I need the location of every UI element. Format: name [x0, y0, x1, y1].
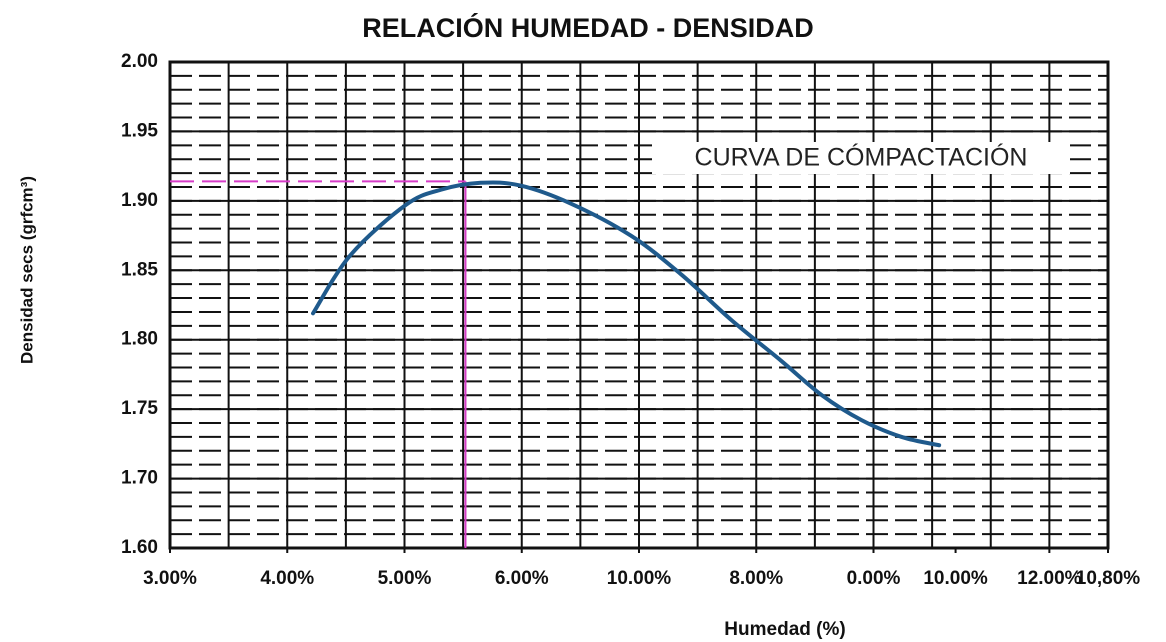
y-tick-label: 1.85 — [121, 259, 158, 280]
x-axis-label: Humedad (%) — [724, 619, 845, 640]
x-tick-label: 0.00% — [847, 568, 901, 589]
x-tick-label: 5.00% — [378, 568, 432, 589]
y-tick-label: 1.70 — [121, 468, 158, 489]
x-tick-label: 10,80% — [1076, 568, 1141, 589]
x-tick-label: 10.00% — [607, 568, 672, 589]
y-tick-label: 1.90 — [121, 190, 158, 211]
y-tick-label: 1.80 — [121, 329, 158, 350]
x-tick-label: 10.00% — [923, 568, 988, 589]
x-tick-label: 3.00% — [143, 568, 197, 589]
x-tick-label: 6.00% — [495, 568, 549, 589]
chart-title: RELACIÓN HUMEDAD - DENSIDAD — [362, 12, 814, 43]
x-tick-label: 12.00% — [1017, 568, 1082, 589]
y-tick-label: 1.95 — [121, 120, 158, 141]
y-axis-label: Densidad secs (grfcm³) — [17, 176, 36, 364]
plot-frame — [168, 60, 1110, 550]
x-tick-label: 4.00% — [260, 568, 314, 589]
annotation-bg — [652, 142, 1070, 174]
curve — [311, 180, 942, 448]
annotation: CURVA DE CÓMPACTACIÓN — [695, 143, 1028, 172]
y-tick-label: 1.75 — [121, 398, 158, 419]
y-tick-label: 2.00 — [121, 51, 158, 72]
y-tick-label: 1.60 — [121, 537, 158, 558]
x-tick-label: 8.00% — [729, 568, 783, 589]
